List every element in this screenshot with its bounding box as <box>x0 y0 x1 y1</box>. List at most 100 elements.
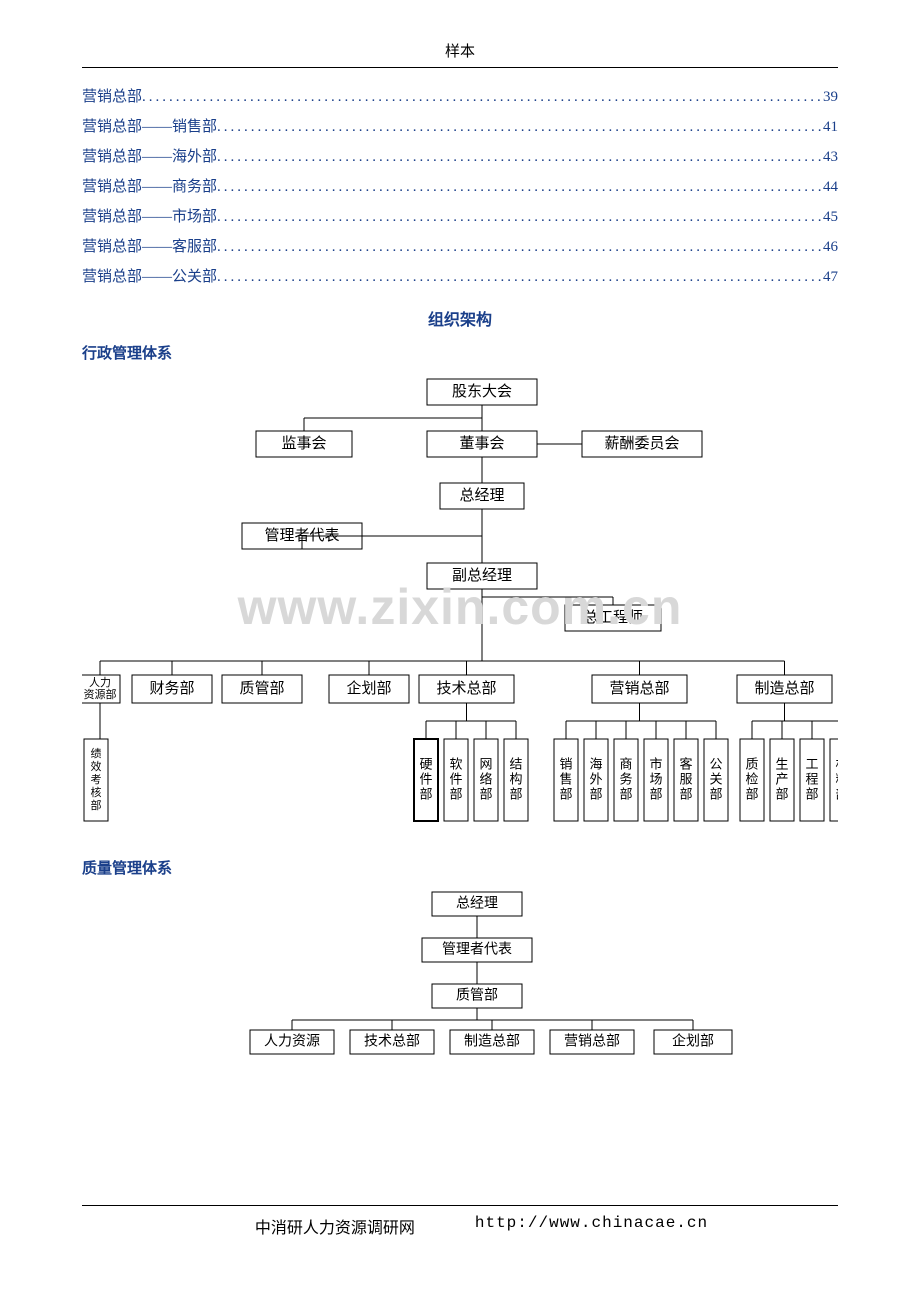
svg-text:构: 构 <box>509 772 522 787</box>
svg-text:公: 公 <box>709 757 722 772</box>
toc-label: 营销总部——客服部 <box>82 232 217 262</box>
svg-text:股东大会: 股东大会 <box>452 383 512 400</box>
svg-text:生: 生 <box>775 757 788 772</box>
admin-org-svg: 股东大会监事会董事会薪酬委员会总经理管理者代表副总经理总工程师人力资源部财务部质… <box>82 373 838 841</box>
footer-org: 中消研人力资源调研网 <box>82 1214 445 1238</box>
toc-label: 营销总部——海外部 <box>82 142 217 172</box>
admin-org-chart: www.zixin.com.cn 股东大会监事会董事会薪酬委员会总经理管理者代表… <box>82 373 838 841</box>
svg-text:制造总部: 制造总部 <box>464 1034 520 1050</box>
svg-text:部: 部 <box>419 787 432 802</box>
svg-text:部: 部 <box>509 787 522 802</box>
svg-text:件: 件 <box>419 772 432 787</box>
quality-org-svg: 总经理管理者代表质管部人力资源技术总部制造总部营销总部企划部 <box>82 888 838 1058</box>
svg-text:技术总部: 技术总部 <box>364 1034 420 1050</box>
footer-url: http://www.chinacae.cn <box>445 1214 838 1238</box>
toc-label: 营销总部——市场部 <box>82 202 217 232</box>
svg-text:结: 结 <box>509 757 522 772</box>
svg-text:副总经理: 副总经理 <box>452 567 512 584</box>
svg-text:部: 部 <box>709 787 722 802</box>
svg-text:部: 部 <box>619 787 632 802</box>
toc-page: 47 <box>821 262 838 292</box>
svg-text:软: 软 <box>449 757 462 772</box>
quality-org-chart: 总经理管理者代表质管部人力资源技术总部制造总部营销总部企划部 <box>82 888 838 1058</box>
svg-text:财务部: 财务部 <box>149 680 194 697</box>
svg-text:场: 场 <box>649 772 662 787</box>
svg-text:质: 质 <box>745 757 758 772</box>
svg-text:人力资源: 人力资源 <box>264 1034 320 1050</box>
svg-text:技术总部: 技术总部 <box>436 680 496 697</box>
toc-leader <box>217 232 821 262</box>
section-title-org: 组织架构 <box>82 306 838 330</box>
svg-text:部: 部 <box>649 787 662 802</box>
svg-text:销: 销 <box>559 757 572 772</box>
svg-text:产: 产 <box>775 772 788 787</box>
svg-text:总工程师: 总工程师 <box>583 609 643 626</box>
toc-row[interactable]: 营销总部——商务部 44 <box>82 172 838 202</box>
svg-text:监事会: 监事会 <box>281 435 326 452</box>
svg-text:部: 部 <box>559 787 572 802</box>
svg-text:客: 客 <box>679 757 692 772</box>
svg-text:部: 部 <box>835 787 838 802</box>
table-of-contents: 营销总部 39 营销总部——销售部 41 营销总部——海外部 43 营销总部——商务部… <box>82 82 838 292</box>
toc-row[interactable]: 营销总部——公关部 47 <box>82 262 838 292</box>
subsection-title-quality: 质量管理体系 <box>82 857 838 878</box>
svg-text:服: 服 <box>679 772 692 787</box>
toc-label: 营销总部——商务部 <box>82 172 217 202</box>
toc-row[interactable]: 营销总部——市场部 45 <box>82 202 838 232</box>
toc-page: 44 <box>821 172 838 202</box>
svg-text:关: 关 <box>709 772 722 787</box>
svg-text:程: 程 <box>805 772 818 787</box>
toc-page: 39 <box>821 82 838 112</box>
svg-text:售: 售 <box>559 772 572 787</box>
svg-text:资源部: 资源部 <box>84 687 117 701</box>
svg-text:外: 外 <box>589 772 602 787</box>
toc-leader <box>217 172 821 202</box>
svg-text:薪酬委员会: 薪酬委员会 <box>604 435 679 452</box>
toc-label: 营销总部——公关部 <box>82 262 217 292</box>
svg-text:绩: 绩 <box>91 747 102 760</box>
svg-text:部: 部 <box>91 798 102 812</box>
toc-row[interactable]: 营销总部——海外部 43 <box>82 142 838 172</box>
svg-text:制造总部: 制造总部 <box>754 680 814 697</box>
svg-text:总经理: 总经理 <box>459 487 504 504</box>
svg-text:质管部: 质管部 <box>239 680 284 697</box>
svg-text:检: 检 <box>745 772 758 787</box>
svg-text:部: 部 <box>775 787 788 802</box>
toc-leader <box>217 262 821 292</box>
svg-text:营销总部: 营销总部 <box>564 1034 620 1050</box>
svg-text:部: 部 <box>679 787 692 802</box>
svg-text:工: 工 <box>805 757 818 772</box>
svg-text:董事会: 董事会 <box>459 435 504 452</box>
svg-text:料: 料 <box>835 772 838 787</box>
svg-text:海: 海 <box>589 757 602 772</box>
toc-leader <box>217 142 821 172</box>
toc-leader <box>142 82 821 112</box>
svg-text:络: 络 <box>479 772 492 787</box>
svg-text:商: 商 <box>619 757 632 772</box>
svg-text:总经理: 总经理 <box>456 896 498 912</box>
toc-row[interactable]: 营销总部——客服部46 <box>82 232 838 262</box>
page-footer: 中消研人力资源调研网 http://www.chinacae.cn <box>82 1205 838 1238</box>
svg-text:企划部: 企划部 <box>346 679 391 697</box>
toc-page: 45 <box>821 202 838 232</box>
toc-label: 营销总部 <box>82 82 142 112</box>
toc-leader <box>217 202 821 232</box>
svg-text:网: 网 <box>479 757 492 772</box>
toc-row[interactable]: 营销总部——销售部 41 <box>82 112 838 142</box>
svg-text:部: 部 <box>589 787 602 802</box>
svg-text:企划部: 企划部 <box>672 1033 714 1050</box>
toc-page: 41 <box>821 112 838 142</box>
svg-text:部: 部 <box>449 787 462 802</box>
svg-text:材: 材 <box>835 757 838 772</box>
toc-page: 43 <box>821 142 838 172</box>
svg-text:硬: 硬 <box>419 757 432 772</box>
page-header: 样本 <box>82 40 838 68</box>
toc-row[interactable]: 营销总部 39 <box>82 82 838 112</box>
svg-text:部: 部 <box>745 787 758 802</box>
svg-text:务: 务 <box>619 772 632 787</box>
svg-text:考: 考 <box>91 773 102 786</box>
svg-text:市: 市 <box>649 757 662 772</box>
subsection-title-admin: 行政管理体系 <box>82 342 838 363</box>
toc-label: 营销总部——销售部 <box>82 112 217 142</box>
svg-text:件: 件 <box>449 772 462 787</box>
